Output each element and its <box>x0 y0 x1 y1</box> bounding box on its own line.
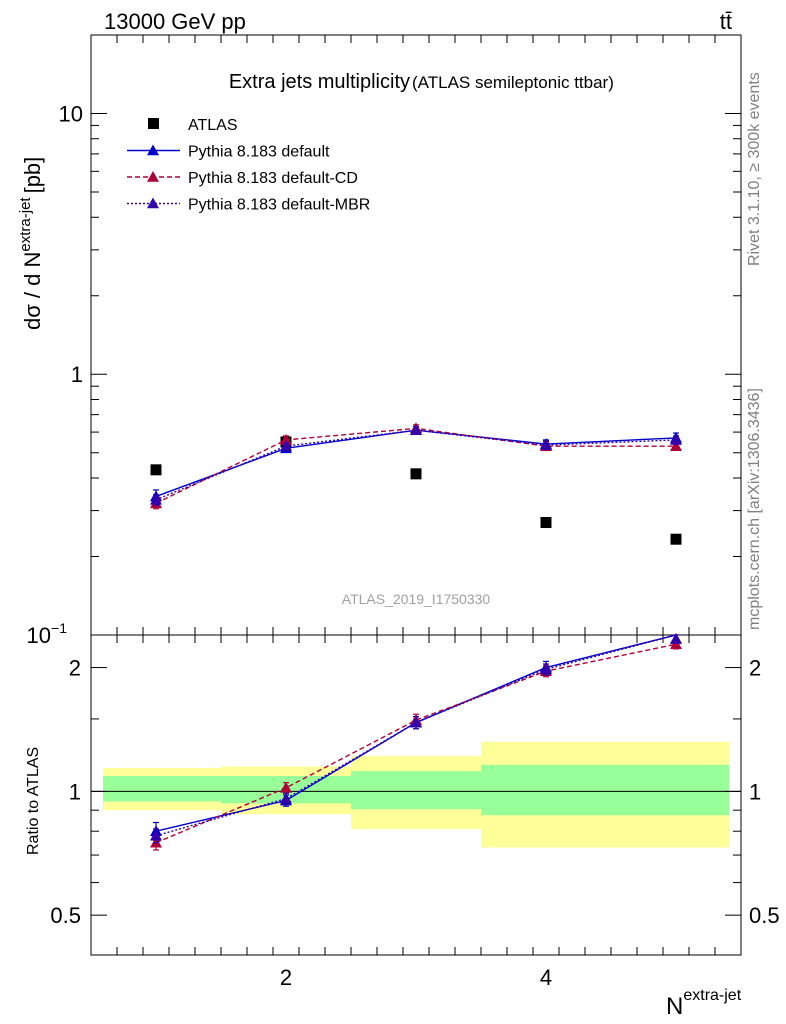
ratio-y-tick-label-right: 1 <box>749 779 761 804</box>
legend-marker <box>148 118 159 129</box>
main-ticks: 10 1 10−1 <box>27 34 742 648</box>
main-y-tick-label: 10 <box>59 101 83 126</box>
series-marker <box>150 493 162 505</box>
data-point <box>150 464 162 476</box>
series-pythia-8-183-default-mbr <box>150 633 682 844</box>
data-point <box>540 517 552 529</box>
svg-text:dσ / d Nextra-jet[pb]: dσ / d Nextra-jet [pb] <box>17 157 45 330</box>
series-marker <box>280 433 292 445</box>
series-marker <box>540 663 552 675</box>
ratio-y-tick-label-right: 0.5 <box>749 903 780 928</box>
ratio-panel <box>90 634 742 956</box>
main-y-tick-label: 1 <box>71 362 83 387</box>
legend: ATLAS Pythia 8.183 default Pythia 8.183 de… <box>127 117 370 214</box>
energy-label: 13000 GeV pp <box>104 9 246 34</box>
ratio-frame <box>90 634 742 956</box>
ratio-y-tick-label: 2 <box>69 656 81 681</box>
y-label-text: dσ / d N <box>20 252 45 330</box>
series-marker <box>150 829 162 841</box>
ratio-y-axis-label: Ratio to ATLAS <box>25 747 42 855</box>
legend-marker <box>147 144 159 156</box>
data-point <box>410 468 422 480</box>
series-marker <box>670 433 682 445</box>
series-marker <box>410 424 422 436</box>
series-marker <box>280 440 292 451</box>
rivet-version-label: Rivet 3.1.10, ≥ 300k events <box>746 72 763 266</box>
main-y-axis-label: dσ / d Nextra-jet [pb] <box>17 157 45 330</box>
series-marker <box>280 792 292 804</box>
series-pythia-8-183-default-cd <box>150 422 682 510</box>
ratio-uncertainty-bands <box>91 741 741 848</box>
legend-marker <box>147 171 159 182</box>
series-pythia-8-183-default <box>150 424 682 504</box>
svg-text:Ratio to ATLAS: Ratio to ATLAS <box>25 747 42 855</box>
legend-label: ATLAS <box>188 117 238 134</box>
main-series <box>150 422 682 545</box>
main-y-tick-label: 10−1 <box>27 620 68 648</box>
chart-title: Extra jets multiplicity <box>229 71 410 93</box>
series-marker <box>670 440 682 451</box>
analysis-watermark: ATLAS_2019_I1750330 <box>342 591 491 607</box>
x-axis-label: Nextra-jet <box>666 987 742 1020</box>
legend-label: Pythia 8.183 default-MBR <box>188 197 370 214</box>
series-marker <box>280 781 292 793</box>
stat-uncertainty-band <box>481 764 729 816</box>
series-line <box>155 427 676 504</box>
y-label-unit: [pb] <box>20 157 45 194</box>
series-pythia-8-183-default-mbr <box>150 424 682 506</box>
ratio-series <box>150 633 682 851</box>
legend-marker <box>147 197 159 209</box>
series-marker <box>540 439 552 450</box>
stat-uncertainty-band <box>351 771 481 810</box>
mcplots-label: mcplots.cern.ch [arXiv:1306.3436] <box>746 388 763 630</box>
legend-label: Pythia 8.183 default-CD <box>188 170 358 187</box>
ratio-y-tick-label-right: 2 <box>749 656 761 681</box>
chart-subtitle: (ATLAS semileptonic ttbar) <box>412 73 614 92</box>
ratio-ticks: 0.5 0.5 1 1 2 2 2 4 <box>50 635 780 990</box>
series-atlas <box>150 436 682 545</box>
series-line <box>155 429 677 498</box>
series-marker <box>410 716 422 728</box>
process-label: tt̄ <box>720 9 732 34</box>
y-label-sup: extra-jet <box>17 197 34 252</box>
data-point <box>670 533 682 545</box>
stat-uncertainty-band <box>103 775 221 802</box>
ratio-y-tick-label: 1 <box>69 779 81 804</box>
series-marker <box>670 633 682 644</box>
legend-label: Pythia 8.183 default <box>188 144 330 161</box>
x-tick-label: 4 <box>540 965 552 990</box>
ratio-y-tick-label: 0.5 <box>50 903 81 928</box>
x-tick-label: 2 <box>280 965 292 990</box>
series-line <box>155 429 677 501</box>
